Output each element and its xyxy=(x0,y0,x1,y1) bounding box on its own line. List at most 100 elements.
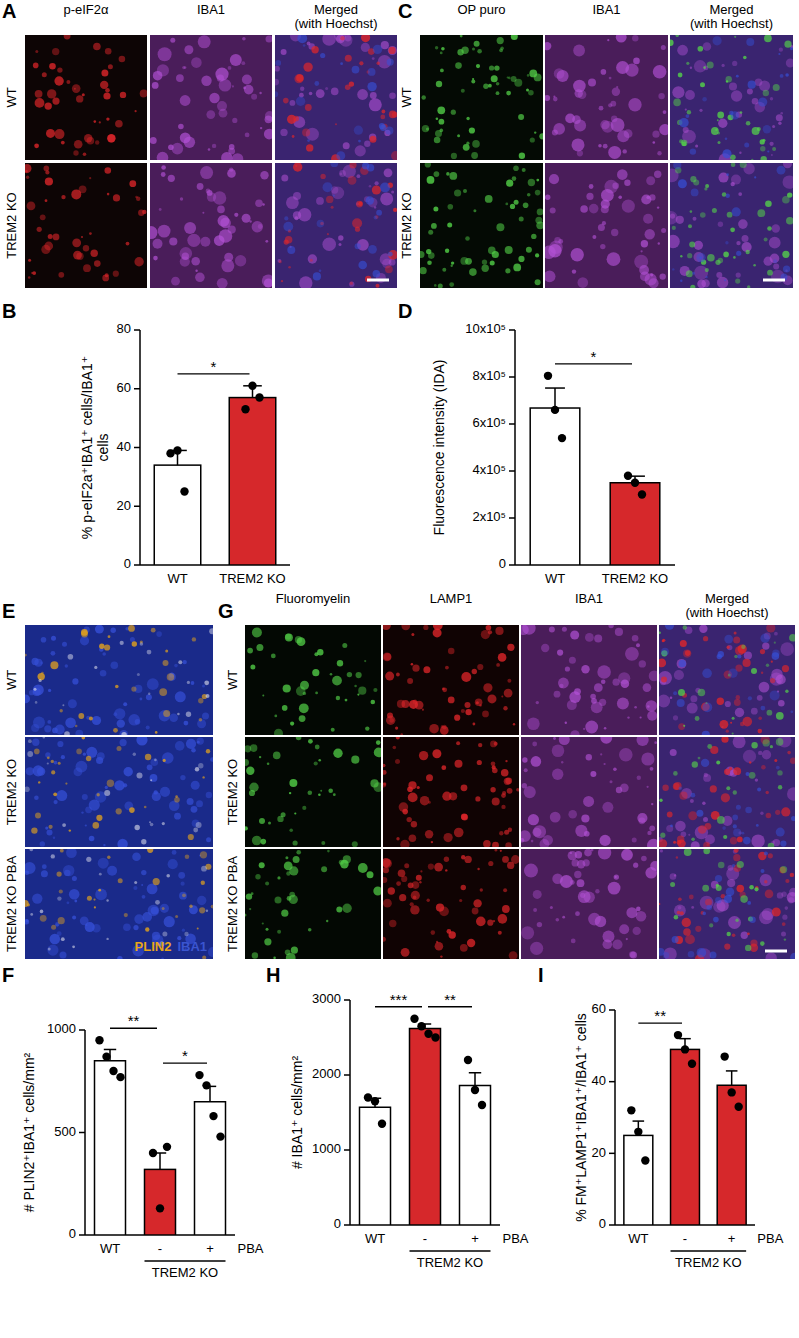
micrograph-background xyxy=(545,35,668,160)
image-texture xyxy=(488,84,492,88)
image-texture xyxy=(733,828,741,836)
image-texture xyxy=(81,811,83,813)
image-texture xyxy=(299,703,309,713)
image-texture xyxy=(57,67,62,72)
image-texture xyxy=(501,695,503,697)
image-texture xyxy=(141,884,143,886)
image-texture xyxy=(217,101,227,111)
image-texture xyxy=(82,794,88,800)
image-texture xyxy=(412,665,419,672)
image-texture xyxy=(552,769,563,780)
row-label: TREM2 KO xyxy=(399,192,414,258)
image-texture xyxy=(782,922,786,926)
image-texture xyxy=(565,114,575,124)
image-texture xyxy=(114,780,124,790)
image-texture xyxy=(401,625,410,630)
image-texture xyxy=(513,264,521,272)
image-texture xyxy=(460,944,468,952)
image-texture xyxy=(733,854,740,861)
image-texture xyxy=(719,173,729,183)
image-texture xyxy=(519,153,525,159)
image-texture xyxy=(201,866,207,872)
image-texture xyxy=(490,261,495,266)
image-texture xyxy=(87,896,92,901)
image-texture xyxy=(601,69,607,75)
image-texture xyxy=(695,926,701,932)
image-texture xyxy=(135,825,140,830)
image-texture xyxy=(160,787,170,797)
image-texture xyxy=(700,896,714,910)
image-texture xyxy=(433,206,438,211)
image-texture xyxy=(296,850,301,855)
image-texture xyxy=(336,907,342,913)
image-texture xyxy=(432,749,441,758)
image-texture xyxy=(45,170,49,174)
image-texture xyxy=(142,895,146,899)
micrograph xyxy=(659,737,795,847)
image-texture xyxy=(597,665,611,679)
image-texture xyxy=(709,923,713,927)
image-texture xyxy=(384,168,393,177)
image-texture xyxy=(62,704,64,706)
image-texture xyxy=(697,279,706,288)
image-texture xyxy=(572,269,576,273)
image-texture xyxy=(107,134,115,142)
image-texture xyxy=(388,887,395,894)
image-texture xyxy=(65,718,76,729)
image-texture xyxy=(54,761,58,765)
image-texture xyxy=(467,939,475,947)
image-texture xyxy=(327,850,330,853)
image-texture xyxy=(763,125,771,133)
scale-bar xyxy=(763,279,785,282)
image-texture xyxy=(712,208,717,213)
image-texture xyxy=(641,240,648,247)
image-texture xyxy=(785,73,789,77)
micrograph-background xyxy=(521,737,657,847)
image-texture xyxy=(623,149,627,153)
image-texture xyxy=(728,916,741,929)
image-texture xyxy=(260,127,262,129)
image-texture xyxy=(698,46,704,52)
image-texture xyxy=(66,849,77,858)
micrograph xyxy=(25,163,147,288)
image-texture xyxy=(790,873,794,877)
image-texture xyxy=(604,763,606,765)
image-texture xyxy=(343,142,350,149)
image-texture xyxy=(758,729,763,734)
image-texture xyxy=(502,856,509,863)
column-header: Merged xyxy=(709,2,753,17)
image-texture xyxy=(619,924,629,934)
image-texture xyxy=(780,74,784,78)
image-texture xyxy=(191,681,195,685)
image-texture xyxy=(427,260,432,265)
image-texture xyxy=(737,837,743,843)
image-texture xyxy=(300,87,304,91)
image-texture xyxy=(92,716,101,725)
image-texture xyxy=(625,647,639,661)
image-texture xyxy=(356,672,362,678)
image-texture xyxy=(747,932,750,935)
image-texture xyxy=(281,280,283,282)
image-texture xyxy=(325,87,328,90)
image-texture xyxy=(721,793,730,802)
image-texture xyxy=(716,761,720,765)
image-texture xyxy=(180,95,191,106)
image-texture xyxy=(444,857,449,862)
image-texture xyxy=(74,88,76,90)
image-texture xyxy=(285,856,288,859)
image-texture xyxy=(679,660,687,668)
image-texture xyxy=(717,119,719,121)
image-texture xyxy=(718,141,721,144)
image-texture xyxy=(159,688,167,696)
image-texture xyxy=(461,709,465,713)
image-texture xyxy=(680,911,684,915)
image-texture xyxy=(733,767,741,775)
image-texture xyxy=(776,738,784,746)
micrograph-background xyxy=(659,849,795,959)
image-texture xyxy=(737,885,745,893)
micrograph xyxy=(25,737,213,847)
image-texture xyxy=(526,89,529,92)
image-texture xyxy=(336,696,340,700)
image-texture xyxy=(156,631,162,637)
image-texture xyxy=(151,758,159,766)
